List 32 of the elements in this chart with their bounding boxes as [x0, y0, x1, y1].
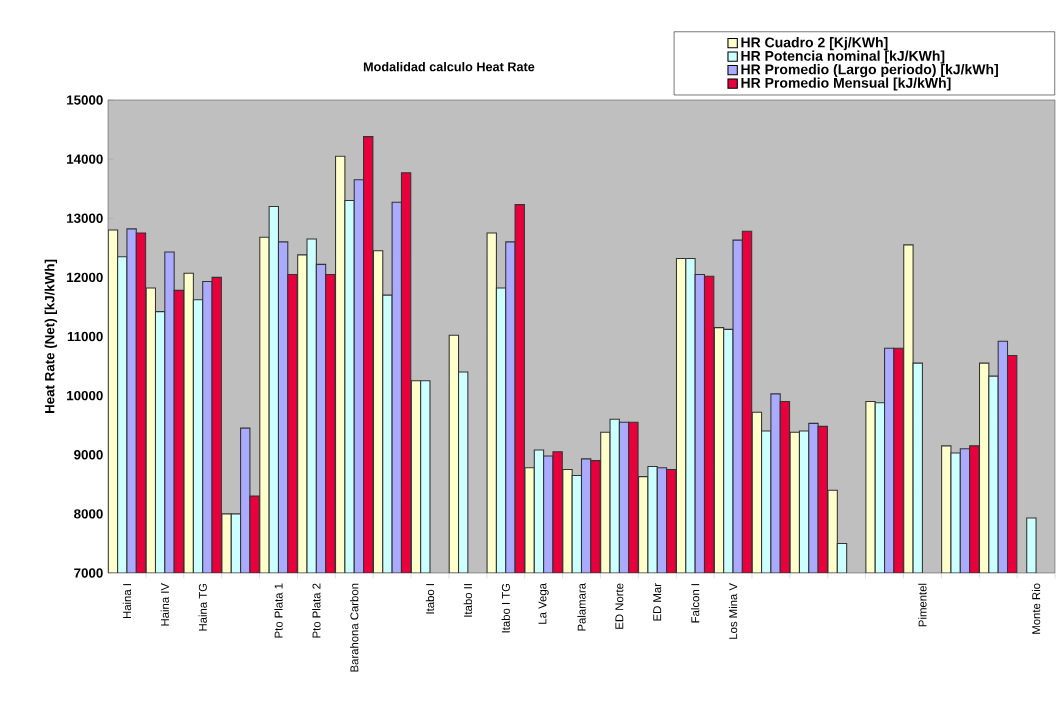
- x-tick-label: ED Mar: [653, 583, 662, 621]
- legend-label: HR Cuadro 2 [Kj/KWh]: [741, 37, 888, 51]
- x-tick-label: Monte Rio: [1031, 583, 1041, 634]
- y-tick-label: 14000: [67, 154, 103, 164]
- x-tick-label: ED Norte: [615, 583, 624, 629]
- x-tick-label: Falcon I: [690, 584, 700, 623]
- x-tick-label: Itabo I: [425, 584, 435, 614]
- x-tick-label: Barahona Carbon: [350, 583, 359, 672]
- y-tick-label: 7000: [74, 568, 103, 578]
- y-tick-label: 8000: [74, 509, 103, 519]
- x-tick-label: Pto Plata 1: [274, 583, 283, 638]
- legend-label: HR Promedio Mensual [kJ/kWh]: [741, 77, 951, 91]
- x-tick-label: Haina I: [122, 584, 132, 619]
- x-tick-label: Pimentel: [918, 583, 927, 627]
- legend-label: HR Potencia nominal [kJ/KWh]: [741, 50, 945, 64]
- x-tick-label: Itabo II: [463, 584, 473, 617]
- y-tick-label: 12000: [67, 272, 103, 283]
- y-tick-label: 10000: [67, 390, 103, 401]
- legend-label: HR Promedio (Largo periodo) [kJ/kWh]: [741, 64, 998, 78]
- y-axis-title: Heat Rate (Net) [kJ/kWh]: [44, 259, 58, 414]
- x-tick-label: Palamara: [577, 583, 586, 631]
- y-tick-label: 13000: [67, 213, 103, 223]
- x-tick-label: Los Mina V: [728, 583, 738, 639]
- chart-title: Modalidad calculo Heat Rate: [363, 61, 535, 72]
- x-tick-label: La Vega: [538, 583, 549, 624]
- x-tick-label: Pto Plata 2: [312, 583, 321, 638]
- y-tick-label: 15000: [67, 95, 103, 105]
- y-tick-label: 9000: [74, 450, 103, 460]
- x-tick-label: Haina TG: [198, 583, 207, 631]
- x-tick-label: Itabo I TG: [501, 583, 510, 633]
- y-tick-label: 11000: [67, 331, 103, 342]
- x-tick-label: Haina IV: [160, 583, 169, 626]
